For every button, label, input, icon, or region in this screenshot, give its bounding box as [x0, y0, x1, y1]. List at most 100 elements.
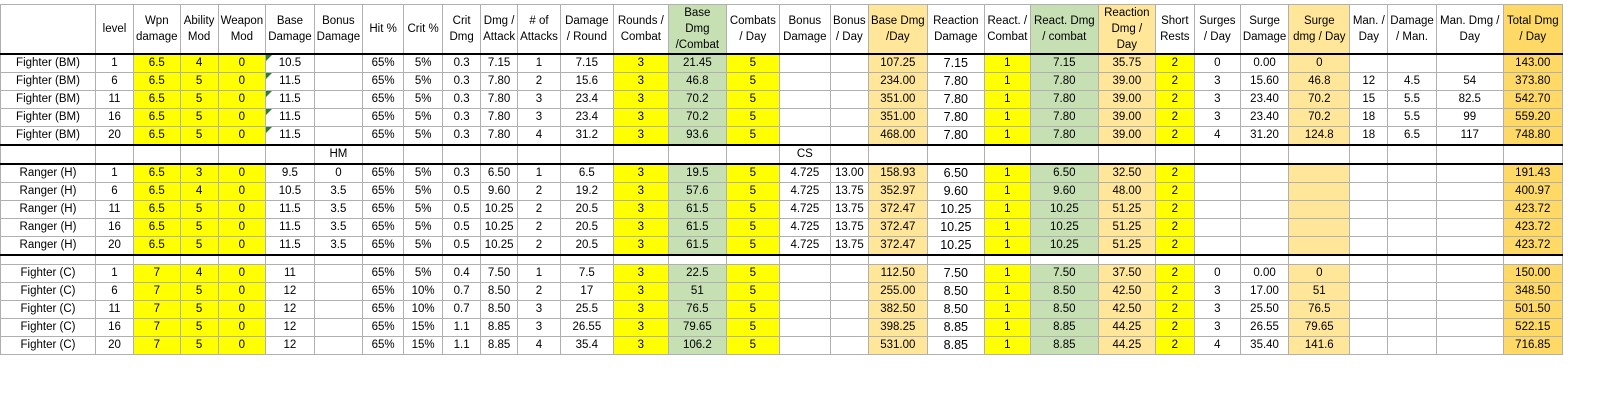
cell-surge-damage[interactable]: 23.40 — [1239, 90, 1290, 109]
cell-react-per-combat[interactable]: 1 — [983, 218, 1031, 237]
cell-react-per-combat[interactable]: 1 — [983, 282, 1031, 301]
cell-react-dmg-per-combat[interactable]: 8.85 — [1029, 318, 1099, 337]
cell-short-rests[interactable]: 2 — [1154, 163, 1195, 183]
cell-num-attacks[interactable]: 1 — [517, 53, 561, 73]
cell-combats-per-day[interactable]: 5 — [725, 182, 780, 201]
empty-cell[interactable] — [1502, 254, 1563, 265]
cell-dmg-per-attack[interactable]: 9.60 — [480, 182, 519, 201]
cell-total-dmg-per-day[interactable]: 400.97 — [1502, 182, 1563, 201]
cell-num-attacks[interactable]: 4 — [517, 336, 561, 355]
cell-reaction-dmg-per-day[interactable]: 42.50 — [1097, 300, 1156, 319]
cell-crit-pct[interactable]: 5% — [403, 218, 444, 237]
cell-man-per-day[interactable] — [1349, 318, 1389, 337]
cell-base-dmg-per-day[interactable]: 351.00 — [867, 108, 928, 127]
cell-hit-pct[interactable]: 65% — [362, 236, 405, 256]
cell-crit-pct[interactable]: 5% — [403, 264, 444, 283]
cell-num-attacks[interactable]: 3 — [517, 90, 561, 109]
cell-base-dmg-per-combat[interactable]: 61.5 — [667, 236, 727, 256]
cell-hit-pct[interactable]: 65% — [362, 318, 405, 337]
cell-rounds-per-combat[interactable]: 3 — [612, 282, 669, 301]
cell-crit-dmg[interactable]: 0.5 — [442, 236, 482, 256]
cell-short-rests[interactable]: 2 — [1154, 218, 1195, 237]
cell-weapon-mod[interactable]: 0 — [217, 90, 267, 109]
cell-reaction-damage[interactable]: 10.25 — [926, 218, 985, 237]
empty-cell[interactable] — [403, 254, 444, 265]
empty-cell[interactable] — [517, 144, 561, 165]
empty-cell[interactable] — [1387, 254, 1437, 265]
cell-surge-dmg-per-day[interactable]: 51 — [1288, 282, 1351, 301]
cell-bonus-damage-2[interactable] — [778, 282, 831, 301]
cell-damage-per-man[interactable]: 5.5 — [1387, 108, 1437, 127]
cell-num-attacks[interactable]: 2 — [517, 72, 561, 91]
cell-base-damage[interactable]: 12 — [265, 336, 315, 355]
cell-react-per-combat[interactable]: 1 — [983, 72, 1031, 91]
row-label[interactable]: Ranger (H) — [0, 236, 96, 256]
cell-react-per-combat[interactable]: 1 — [983, 200, 1031, 219]
cell-total-dmg-per-day[interactable]: 150.00 — [1502, 264, 1563, 283]
header-wpn-damage[interactable]: Wpn damage — [133, 4, 181, 55]
empty-cell[interactable] — [559, 254, 614, 265]
empty-cell[interactable] — [1502, 144, 1563, 165]
cell-dmg-per-attack[interactable]: 7.15 — [480, 53, 519, 73]
cell-combats-per-day[interactable]: 5 — [725, 336, 780, 355]
cell-surge-damage[interactable]: 23.40 — [1239, 108, 1290, 127]
header-base-damage[interactable]: Base Damage — [265, 4, 315, 55]
cell-dmg-per-attack[interactable]: 7.80 — [480, 72, 519, 91]
cell-man-dmg-per-day[interactable] — [1435, 300, 1504, 319]
row-label[interactable]: Fighter (BM) — [0, 90, 96, 109]
cell-crit-dmg[interactable]: 0.4 — [442, 264, 482, 283]
cell-react-dmg-per-combat[interactable]: 10.25 — [1029, 200, 1099, 219]
cell-react-per-combat[interactable]: 1 — [983, 163, 1031, 183]
cell-weapon-mod[interactable]: 0 — [217, 53, 267, 73]
cell-crit-dmg[interactable]: 0.5 — [442, 218, 482, 237]
cell-dmg-per-attack[interactable]: 7.80 — [480, 90, 519, 109]
cell-surges-per-day[interactable]: 3 — [1193, 300, 1241, 319]
cell-hit-pct[interactable]: 65% — [362, 218, 405, 237]
cell-bonus-damage-2[interactable]: 4.725 — [778, 236, 831, 256]
cell-weapon-mod[interactable]: 0 — [217, 200, 267, 219]
header-base-dmg-per-combat[interactable]: Base Dmg /Combat — [667, 4, 727, 55]
cell-surges-per-day[interactable]: 4 — [1193, 126, 1241, 146]
cell-man-per-day[interactable] — [1349, 163, 1389, 183]
cell-short-rests[interactable]: 2 — [1154, 318, 1195, 337]
cell-surges-per-day[interactable]: 0 — [1193, 264, 1241, 283]
section-label-cs[interactable]: CS — [778, 144, 831, 165]
empty-cell[interactable] — [480, 254, 519, 265]
empty-cell[interactable] — [829, 144, 869, 165]
empty-cell[interactable] — [0, 254, 96, 265]
cell-base-dmg-per-combat[interactable]: 70.2 — [667, 90, 727, 109]
cell-crit-pct[interactable]: 5% — [403, 72, 444, 91]
cell-crit-dmg[interactable]: 0.3 — [442, 163, 482, 183]
cell-weapon-mod[interactable]: 0 — [217, 218, 267, 237]
cell-bonus-damage[interactable]: 3.5 — [313, 218, 364, 237]
empty-cell[interactable] — [612, 144, 669, 165]
cell-damage-per-man[interactable] — [1387, 264, 1437, 283]
empty-cell[interactable] — [217, 254, 267, 265]
cell-reaction-damage[interactable]: 7.50 — [926, 264, 985, 283]
cell-base-dmg-per-day[interactable]: 352.97 — [867, 182, 928, 201]
cell-level[interactable]: 6 — [95, 282, 134, 301]
cell-ability-mod[interactable]: 5 — [179, 108, 219, 127]
cell-bonus-per-day[interactable] — [829, 126, 869, 146]
cell-level[interactable]: 20 — [95, 236, 134, 256]
cell-total-dmg-per-day[interactable]: 423.72 — [1502, 218, 1563, 237]
cell-surge-damage[interactable]: 0.00 — [1239, 264, 1290, 283]
empty-cell[interactable] — [1435, 144, 1504, 165]
cell-reaction-damage[interactable]: 8.85 — [926, 318, 985, 337]
cell-rounds-per-combat[interactable]: 3 — [612, 300, 669, 319]
cell-react-per-combat[interactable]: 1 — [983, 108, 1031, 127]
cell-combats-per-day[interactable]: 5 — [725, 318, 780, 337]
cell-man-per-day[interactable]: 12 — [1349, 72, 1389, 91]
empty-cell[interactable] — [95, 144, 134, 165]
cell-damage-per-round[interactable]: 23.4 — [559, 90, 614, 109]
cell-man-dmg-per-day[interactable] — [1435, 218, 1504, 237]
cell-reaction-damage[interactable]: 8.50 — [926, 300, 985, 319]
cell-hit-pct[interactable]: 65% — [362, 200, 405, 219]
header-surges-per-day[interactable]: Surges / Day — [1193, 4, 1241, 55]
cell-reaction-dmg-per-day[interactable]: 39.00 — [1097, 90, 1156, 109]
cell-combats-per-day[interactable]: 5 — [725, 282, 780, 301]
cell-surge-dmg-per-day[interactable]: 0 — [1288, 264, 1351, 283]
cell-surges-per-day[interactable]: 3 — [1193, 318, 1241, 337]
header-crit-pct[interactable]: Crit % — [403, 4, 444, 55]
cell-bonus-damage-2[interactable] — [778, 318, 831, 337]
